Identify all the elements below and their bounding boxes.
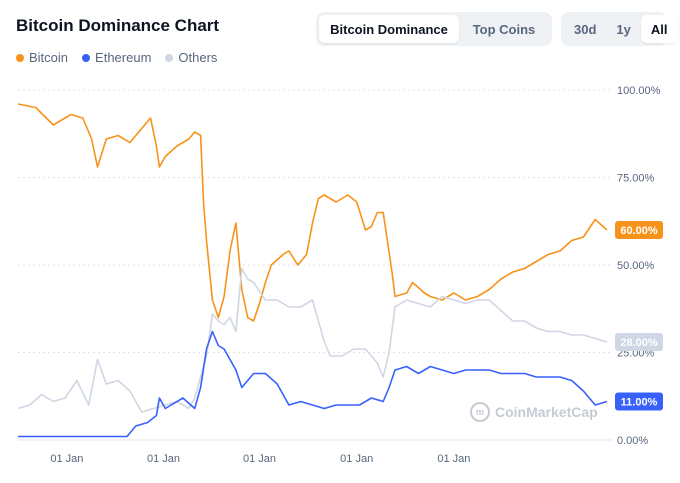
range-selector: 30d 1y All [561,12,678,46]
y-tick-label-4: 0.00% [617,435,648,447]
range-all-button[interactable]: All [640,15,678,43]
value-tag-ethereum [615,392,663,411]
legend-label-others: Others [178,50,218,65]
y-tick-label-0: 100.00% [617,85,661,97]
legend-dot-bitcoin [16,53,24,62]
page-title: Bitcoin Dominance Chart [16,16,220,35]
value-tag-bitcoin [615,221,663,239]
tab-bitcoin-dominance[interactable]: Bitcoin Dominance [319,15,459,43]
legend-item-others[interactable]: Others [165,50,217,65]
tab-top-coins[interactable]: Top Coins [459,15,549,43]
view-tabs: Bitcoin Dominance Top Coins [316,12,552,46]
legend-dot-others [165,53,174,62]
x-tick-label-4: 01 Jan [437,453,470,465]
value-tags: 60.00% 28.00% 11.00% [615,221,663,411]
x-axis: 01 Jan 01 Jan 01 Jan 01 Jan 01 Jan [50,453,470,465]
y-tick-label-1: 75.00% [617,173,655,185]
y-tick-label-2: 50.00% [617,260,655,272]
series-line-ethereum [18,330,608,438]
chart-grid [18,89,612,441]
coinmarketcap-watermark: m CoinMarketCap [470,402,598,422]
series-line-others [17,267,608,413]
range-1y-button[interactable]: 1y [606,15,640,43]
value-tag-label-ethereum: 11.00% [621,397,658,409]
legend-item-bitcoin[interactable]: Bitcoin [16,50,68,65]
watermark-text: CoinMarketCap [495,404,598,420]
value-tag-others [615,333,663,351]
legend-item-ethereum[interactable]: Ethereum [82,50,151,65]
value-tag-label-bitcoin: 60.00% [620,225,658,237]
chart-lines [17,103,608,438]
legend-dot-ethereum [82,53,91,62]
range-30d-button[interactable]: 30d [564,15,606,43]
x-tick-label-0: 01 Jan [50,453,83,465]
series-line-bitcoin [17,103,608,322]
legend-label-bitcoin: Bitcoin [29,50,69,65]
coinmarketcap-logo-icon: m [470,402,490,422]
legend-label-ethereum: Ethereum [95,50,152,65]
x-tick-label-1: 01 Jan [147,453,180,465]
x-tick-label-3: 01 Jan [340,453,373,465]
chart-legend: Bitcoin Ethereum Others [16,50,217,65]
x-tick-label-2: 01 Jan [243,453,276,465]
value-tag-label-others: 28.00% [620,337,658,349]
